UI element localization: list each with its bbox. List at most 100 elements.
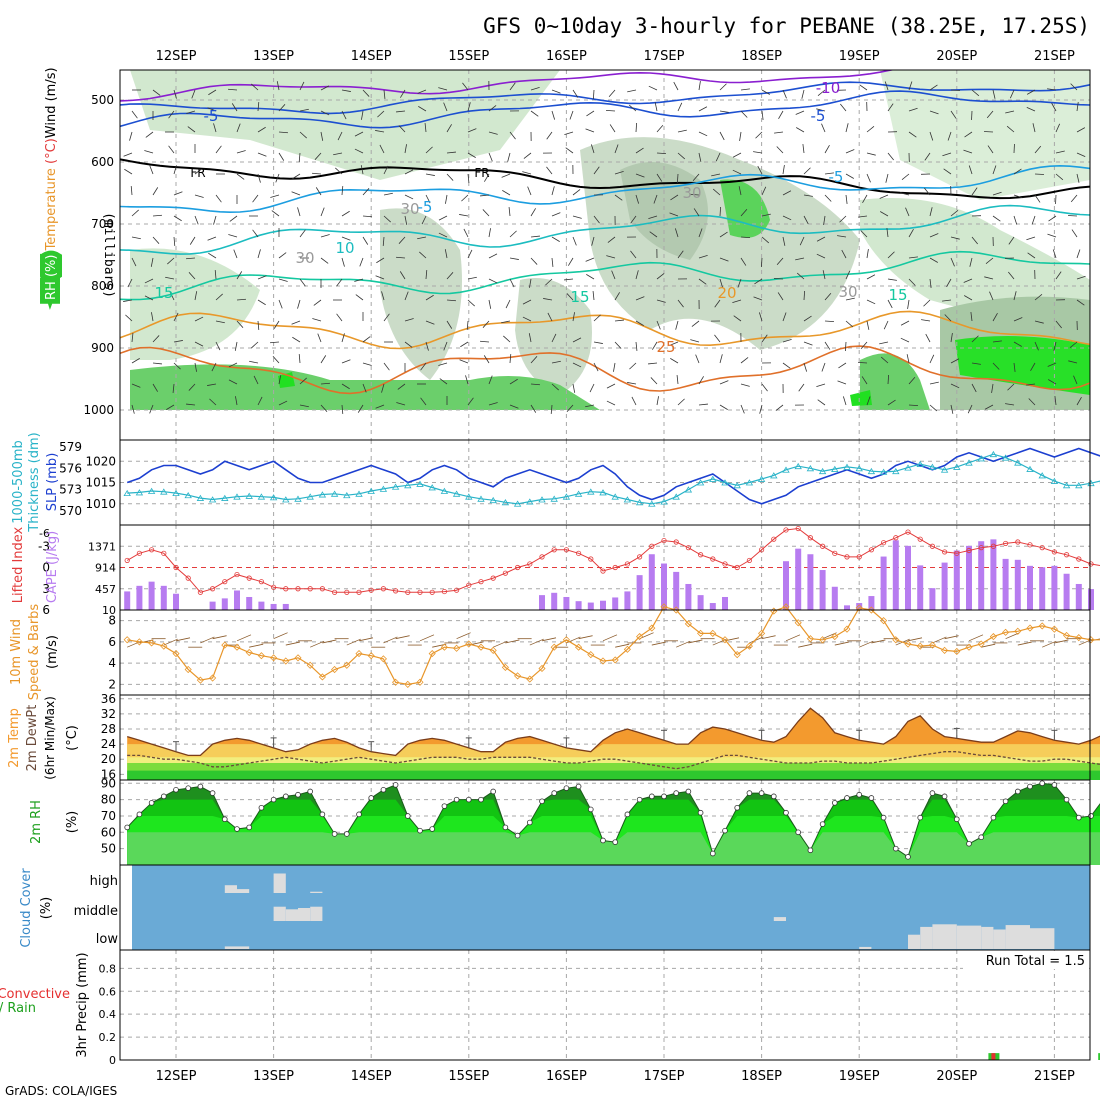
wind-barb: [123, 152, 133, 157]
wind-barb: [1034, 294, 1043, 301]
thickness-point: [501, 499, 510, 506]
pressure-tick: 600: [91, 155, 114, 169]
wind-barb: [775, 404, 784, 411]
thickness-point: [513, 500, 522, 507]
thickness-point: [489, 496, 497, 504]
wind-barb: [467, 249, 473, 259]
wind-barb: [194, 168, 203, 175]
wind-barb: [1026, 89, 1036, 95]
wind-barb: [465, 375, 469, 385]
wind-barb: [530, 356, 538, 364]
cape-bar: [209, 601, 216, 610]
wind-barb: [173, 215, 182, 222]
date-tick: 18SEP: [741, 1069, 782, 1084]
rh-point: [831, 800, 838, 806]
cape-bar: [892, 540, 899, 610]
wind-barb: [362, 383, 367, 393]
wind-barb: [208, 89, 217, 96]
axis-label: (%): [65, 811, 80, 834]
lifted-point: [807, 535, 814, 541]
lifted-point: [197, 589, 203, 595]
wind-barb: [614, 292, 620, 301]
wind-barb: [929, 257, 938, 263]
wind-barb: [484, 173, 490, 182]
wind-barb: [950, 404, 954, 414]
wind-barb: [943, 168, 952, 175]
wind-barb: [719, 206, 722, 217]
cloud-gap: [224, 885, 237, 893]
date-tick: 20SEP: [936, 49, 977, 64]
rh-point: [453, 796, 460, 803]
wind-speed-point: [831, 632, 839, 641]
wind-barb: [905, 207, 910, 217]
wind-barb: [425, 320, 435, 325]
rh-point: [209, 790, 216, 796]
temp-tick: 20: [101, 752, 116, 766]
wind-barb: [614, 194, 623, 201]
cape-bar: [844, 605, 850, 610]
wind-barb: [755, 131, 763, 139]
lifted-point: [478, 579, 484, 585]
thickness-point: [379, 485, 388, 492]
axis-label: 1000-500mb: [11, 440, 26, 524]
wind-barb: [299, 131, 307, 139]
wind-barb: [501, 173, 511, 178]
wind-barb: [173, 312, 179, 322]
wind-barb: [719, 380, 729, 385]
rh-point: [490, 788, 497, 795]
wind-barb: [879, 341, 889, 345]
wind-barb: [602, 634, 618, 642]
wind-barb: [630, 215, 637, 224]
wind-barb: [1070, 83, 1078, 91]
rh-point: [356, 811, 362, 818]
lifted-point: [832, 550, 838, 556]
wind-barb: [320, 110, 330, 116]
wind-barb: [862, 194, 868, 203]
wind-barb: [924, 187, 931, 196]
wind-barb: [648, 85, 658, 91]
wind-barb: [130, 185, 133, 196]
cloud-tick: middle: [74, 904, 118, 919]
wind-barb: [585, 404, 595, 408]
wind-barb: [456, 632, 471, 640]
wind-barb: [299, 278, 306, 287]
wind-barb: [824, 292, 832, 301]
wind-barb: [732, 169, 742, 175]
wind-barb: [858, 215, 868, 218]
wind-barb: [740, 236, 751, 239]
wind-barb: [383, 165, 389, 175]
wind-barb: [906, 354, 910, 364]
contour-line: [120, 70, 896, 102]
contour-label: 30: [682, 184, 701, 202]
wind-barb: [822, 270, 826, 280]
rh-point: [941, 793, 948, 800]
wind-barb: [341, 404, 344, 415]
wind-barb: [719, 231, 728, 238]
wind-barb: [1076, 299, 1085, 306]
contour-label: FR: [190, 166, 205, 180]
wind-speed-point: [709, 629, 717, 637]
wind-speed-point: [245, 648, 253, 657]
rh-point: [575, 783, 582, 790]
wind-barb: [782, 89, 787, 99]
cape-bar: [905, 545, 911, 610]
axis-label: Total / Rain: [0, 1001, 36, 1016]
wind-barb: [1034, 320, 1044, 324]
wind-barb: [908, 376, 916, 385]
thickness-point: [1038, 472, 1046, 479]
wind-barb: [749, 636, 764, 644]
thickness-point: [208, 496, 217, 503]
rh-point: [661, 793, 667, 800]
wind-speed-point: [1075, 634, 1083, 642]
wind-speed-point: [453, 644, 461, 652]
cloud-gap: [273, 873, 286, 893]
wind-barb: [362, 89, 370, 97]
lifted-point: [710, 556, 716, 562]
wind-speed-point: [282, 657, 290, 665]
rh-point: [1076, 814, 1082, 821]
cloud-gap: [310, 906, 323, 921]
thickness-point: [477, 495, 485, 502]
wind-barb: [711, 173, 721, 177]
lifted-point: [441, 588, 447, 595]
wind-barb: [383, 313, 390, 322]
